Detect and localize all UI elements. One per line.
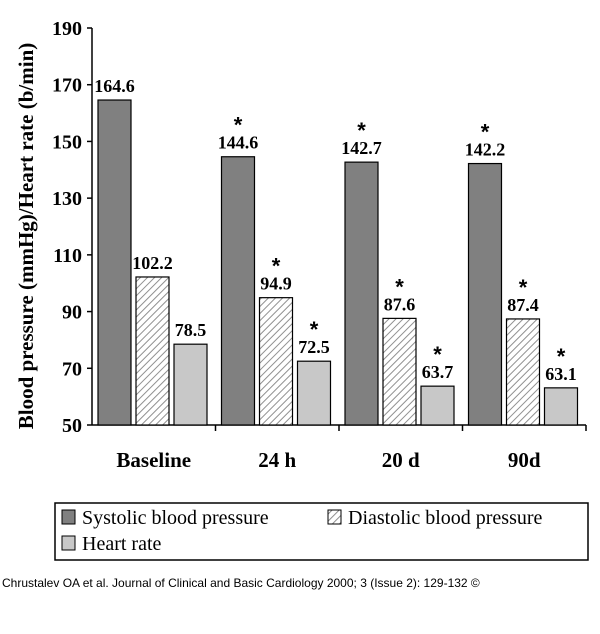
data-label-diastolic: 102.2 [132, 253, 173, 273]
significance-star: * [395, 274, 404, 299]
data-label-systolic: 144.6 [218, 133, 259, 153]
bar-diastolic [505, 318, 541, 426]
y-axis-label: Blood pressure (mmHg)/Heart rate (b/min) [14, 43, 38, 430]
y-tick-label: 90 [62, 302, 82, 324]
data-label-diastolic: 87.4 [507, 295, 539, 315]
legend-swatch-diastolic [327, 509, 342, 525]
bar-systolic [97, 99, 132, 426]
bar-heart-rate [420, 385, 455, 426]
legend-label-diastolic: Diastolic blood pressure [348, 507, 543, 529]
significance-star: * [433, 342, 442, 367]
significance-star: * [234, 113, 243, 138]
x-category-label: 20 d [382, 448, 420, 472]
data-label-diastolic: 94.9 [260, 274, 292, 294]
legend-label-systolic: Systolic blood pressure [82, 507, 269, 529]
data-label-heart-rate: 63.1 [545, 364, 577, 384]
x-category-label: 24 h [258, 448, 296, 472]
bar-diastolic [135, 276, 170, 426]
y-tick-label: 130 [52, 188, 82, 210]
legend-swatch-systolic [61, 509, 76, 525]
y-tick-label: 70 [62, 358, 82, 380]
data-label-heart-rate: 63.7 [422, 362, 454, 382]
significance-star: * [357, 118, 366, 143]
data-label-systolic: 164.6 [94, 76, 135, 96]
bar-heart-rate [173, 343, 208, 426]
bar-systolic [344, 161, 379, 426]
data-label-heart-rate: 78.5 [175, 320, 207, 340]
legend-swatch-heart-rate [61, 535, 76, 551]
bar-systolic [220, 156, 256, 426]
citation: Chrustalev OA et al. Journal of Clinical… [2, 576, 480, 590]
x-category-label: 90d [508, 448, 541, 472]
legend-label-heart-rate: Heart rate [82, 533, 162, 555]
significance-star: * [557, 344, 566, 369]
legend: Systolic blood pressure Diastolic blood p… [54, 502, 589, 561]
bar-systolic [467, 162, 503, 426]
significance-star: * [519, 275, 528, 300]
significance-star: * [310, 317, 319, 342]
y-tick-label: 50 [62, 415, 82, 437]
significance-star: * [481, 120, 490, 145]
data-label-diastolic: 87.6 [384, 294, 416, 314]
significance-star: * [272, 254, 281, 279]
bar-heart-rate [296, 360, 332, 426]
bar-heart-rate [543, 387, 579, 426]
legend-frame [54, 502, 589, 561]
bar-chart: 50 70 90 110 130 150 170 190 Baseline 164.6 102.2 7… [14, 18, 589, 561]
x-category-label: Baseline [116, 448, 191, 472]
data-label-heart-rate: 72.5 [298, 337, 330, 357]
y-tick-label: 190 [52, 18, 82, 40]
y-tick-label: 170 [52, 75, 82, 97]
bar-diastolic [258, 297, 294, 426]
bar-diastolic [382, 317, 417, 426]
y-tick-label: 110 [53, 245, 82, 267]
data-label-systolic: 142.7 [341, 138, 382, 158]
y-tick-label: 150 [52, 131, 82, 153]
data-label-systolic: 142.2 [465, 140, 506, 160]
